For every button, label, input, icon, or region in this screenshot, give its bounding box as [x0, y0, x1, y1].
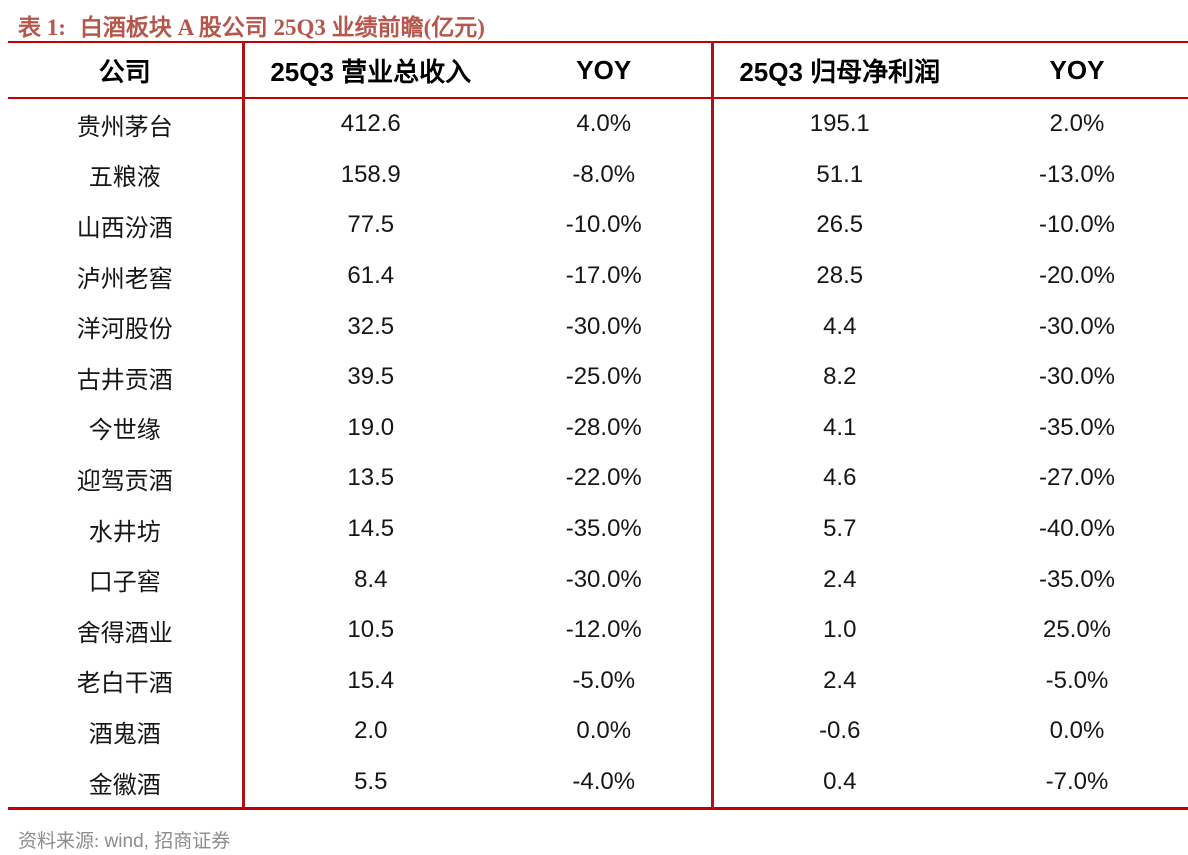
net-profit-cell: 1.0	[823, 616, 857, 644]
table-row: 酒鬼酒 2.0 0.0% -0.6 0.0%	[8, 706, 1188, 757]
source-label: 资料来源:	[18, 831, 100, 853]
table-row: 泸州老窖 61.4 -17.0% 28.5 -20.0%	[8, 250, 1188, 302]
net-profit-cell: 28.5	[816, 262, 864, 290]
net-profit-cell: -0.6	[819, 717, 861, 745]
company-cell: 山西汾酒	[8, 200, 245, 251]
net-profit-cell: 2.4	[823, 666, 857, 694]
revenue-yoy-cell: -22.0%	[497, 453, 714, 504]
table-row: 山西汾酒 77.5 -10.0% 26.5 -10.0%	[8, 200, 1188, 251]
net-profit-cell: 4.1	[823, 413, 857, 441]
table-row: 水井坊 14.5 -35.0% 5.7 -40.0%	[8, 503, 1188, 555]
table-row: 今世缘 19.0 -28.0% 4.1 -35.0%	[8, 402, 1188, 454]
net-profit-yoy-cell: -30.0%	[1038, 363, 1116, 391]
revenue-cell: 32.5	[347, 312, 395, 340]
table-title-prefix: 表 1:	[18, 15, 66, 40]
net-profit-cell: 26.5	[816, 211, 864, 239]
revenue-yoy-cell: -35.0%	[497, 503, 714, 555]
revenue-cell: 158.9	[340, 160, 401, 188]
table-row: 舍得酒业 10.5 -12.0% 1.0 25.0%	[8, 604, 1188, 656]
net-profit-yoy-cell: 25.0%	[1042, 616, 1112, 644]
table-row: 金徽酒 5.5 -4.0% 0.4 -7.0%	[8, 756, 1188, 809]
revenue-cell: 61.4	[347, 262, 395, 290]
revenue-yoy-cell: 4.0%	[497, 98, 714, 150]
earnings-table: 公司 25Q3 营业总收入 YOY 25Q3 归母净利润 YOY 贵州茅台 41…	[8, 41, 1188, 811]
net-profit-yoy-cell: -35.0%	[1038, 565, 1116, 593]
revenue-cell: 19.0	[347, 413, 395, 441]
net-profit-yoy-cell: -30.0%	[1038, 312, 1116, 340]
table-row: 洋河股份 32.5 -30.0% 4.4 -30.0%	[8, 301, 1188, 352]
revenue-yoy-cell: 0.0%	[497, 706, 714, 757]
header-revenue: 25Q3 营业总收入	[243, 42, 497, 99]
company-cell: 泸州老窖	[8, 250, 245, 302]
table-title-text: 白酒板块 A 股公司 25Q3 业绩前瞻(亿元)	[79, 15, 485, 40]
net-profit-yoy-cell: -40.0%	[1038, 515, 1116, 543]
table-row: 贵州茅台 412.6 4.0% 195.1 2.0%	[8, 98, 1188, 150]
revenue-cell: 412.6	[340, 110, 401, 138]
company-cell: 贵州茅台	[8, 98, 245, 150]
header-net-profit-yoy: YOY	[966, 42, 1188, 99]
source-note: 资料来源: wind, 招商证券	[0, 810, 1188, 853]
revenue-cell: 77.5	[347, 211, 395, 239]
header-revenue-yoy: YOY	[497, 42, 714, 99]
header-row: 公司 25Q3 营业总收入 YOY 25Q3 归母净利润 YOY	[8, 42, 1188, 99]
revenue-yoy-cell: -5.0%	[497, 655, 714, 707]
company-cell: 口子窖	[8, 554, 245, 605]
net-profit-cell: 5.7	[823, 515, 857, 543]
revenue-yoy-cell: -30.0%	[497, 554, 714, 605]
revenue-cell: 8.4	[354, 565, 388, 593]
company-cell: 金徽酒	[8, 756, 245, 809]
net-profit-cell: 195.1	[809, 110, 870, 138]
header-net-profit: 25Q3 归母净利润	[712, 42, 966, 99]
net-profit-cell: 2.4	[823, 565, 857, 593]
net-profit-yoy-cell: -10.0%	[1038, 211, 1116, 239]
revenue-yoy-cell: -10.0%	[497, 200, 714, 251]
company-cell: 迎驾贡酒	[8, 453, 245, 504]
net-profit-cell: 4.6	[823, 464, 857, 492]
company-cell: 洋河股份	[8, 301, 245, 352]
revenue-yoy-cell: -12.0%	[497, 604, 714, 656]
revenue-yoy-cell: -28.0%	[497, 402, 714, 454]
table-body: 贵州茅台 412.6 4.0% 195.1 2.0% 五粮液 158.9 -8.…	[8, 98, 1188, 809]
net-profit-cell: 4.4	[823, 312, 857, 340]
header-company: 公司	[8, 42, 245, 99]
company-cell: 舍得酒业	[8, 604, 245, 656]
net-profit-cell: 0.4	[823, 768, 857, 796]
company-cell: 老白干酒	[8, 655, 245, 707]
revenue-yoy-cell: -8.0%	[497, 149, 714, 201]
revenue-yoy-cell: -17.0%	[497, 250, 714, 302]
company-cell: 五粮液	[8, 149, 245, 201]
revenue-cell: 5.5	[354, 768, 388, 796]
net-profit-cell: 51.1	[816, 160, 864, 188]
revenue-cell: 2.0	[354, 717, 388, 745]
net-profit-yoy-cell: -7.0%	[1045, 768, 1109, 796]
revenue-cell: 10.5	[347, 616, 395, 644]
company-cell: 古井贡酒	[8, 351, 245, 403]
net-profit-yoy-cell: -5.0%	[1045, 666, 1109, 694]
revenue-yoy-cell: -4.0%	[497, 756, 714, 809]
table-row: 迎驾贡酒 13.5 -22.0% 4.6 -27.0%	[8, 453, 1188, 504]
revenue-cell: 13.5	[347, 464, 395, 492]
revenue-cell: 14.5	[347, 515, 395, 543]
net-profit-yoy-cell: 0.0%	[1049, 717, 1105, 745]
net-profit-yoy-cell: -13.0%	[1038, 160, 1116, 188]
revenue-yoy-cell: -25.0%	[497, 351, 714, 403]
revenue-cell: 15.4	[347, 666, 395, 694]
source-value: wind, 招商证券	[99, 831, 231, 853]
table-row: 口子窖 8.4 -30.0% 2.4 -35.0%	[8, 554, 1188, 605]
net-profit-yoy-cell: -20.0%	[1038, 262, 1116, 290]
table-title: 表 1: 白酒板块 A 股公司 25Q3 业绩前瞻(亿元)	[0, 0, 1188, 41]
company-cell: 今世缘	[8, 402, 245, 454]
revenue-cell: 39.5	[347, 363, 395, 391]
net-profit-yoy-cell: -27.0%	[1038, 464, 1116, 492]
company-cell: 酒鬼酒	[8, 706, 245, 757]
revenue-yoy-cell: -30.0%	[497, 301, 714, 352]
net-profit-yoy-cell: -35.0%	[1038, 413, 1116, 441]
net-profit-yoy-cell: 2.0%	[1049, 110, 1105, 138]
table-row: 五粮液 158.9 -8.0% 51.1 -13.0%	[8, 149, 1188, 201]
table-row: 古井贡酒 39.5 -25.0% 8.2 -30.0%	[8, 351, 1188, 403]
table-row: 老白干酒 15.4 -5.0% 2.4 -5.0%	[8, 655, 1188, 707]
company-cell: 水井坊	[8, 503, 245, 555]
net-profit-cell: 8.2	[823, 363, 857, 391]
